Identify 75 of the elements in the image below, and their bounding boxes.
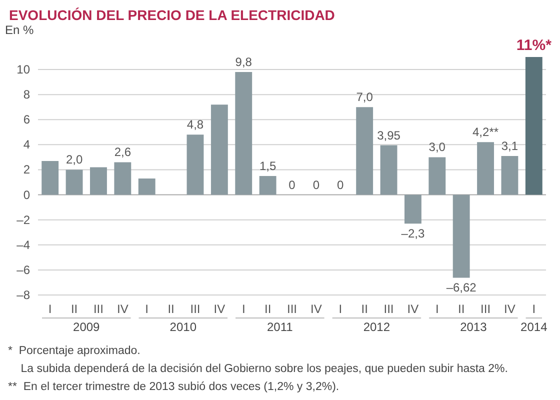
data-label: 3,1 [501,138,518,153]
y-tick-label: 10 [16,62,30,77]
text: 2011 [267,320,294,334]
text: La subida dependerá de la decisión del Gobierno sobre los peajes, que pueden subir hasta 2%. [8,363,508,375]
bar [428,157,446,195]
data-label: –2,3 [401,226,425,241]
x-tick-label: I [338,302,342,316]
data-label: 2,6 [114,145,132,160]
x-tick-label: I [145,302,149,316]
data-label: 0 [312,178,320,192]
x-tick-label: I [435,302,439,316]
y-tick-label: –4 [16,238,30,252]
x-tick-label: III [190,302,200,316]
data-label: –6,62 [446,280,477,295]
bar [356,107,374,195]
bar [380,145,398,195]
x-tick-label: I [532,302,536,316]
text: ** En el tercer trimestre de 2013 subió dos veces (1,2% y 3,2%). [8,381,340,393]
x-tick-label: II [168,302,174,316]
bar [452,194,470,278]
bar [138,178,156,195]
bar [235,72,252,195]
x-tick-label: IV [310,302,322,316]
x-tick-label: IV [504,302,516,316]
x-tick-label: IV [116,302,128,316]
y-tick-label: 2 [23,162,30,177]
text: 2013 [460,320,488,334]
chart-title: EVOLUCIÓN DEL PRECIO DE LA ELECTRICIDAD [9,7,335,23]
x-tick-label: III [286,302,298,316]
data-label: 3,0 [428,140,446,154]
text: 2009 [73,320,100,334]
y-tick-label: 6 [23,112,30,127]
text: 2014 [520,320,548,334]
x-tick-label: II [264,302,272,316]
x-tick-label: II [458,302,465,316]
data-label: 4,2** [472,125,499,140]
text: 2010 [170,320,197,334]
data-label: 0 [288,178,296,192]
x-tick-label: IV [214,302,226,316]
data-label: 1,5 [259,159,276,173]
bar [114,162,132,195]
bar [210,104,228,195]
x-tick-label: II [70,302,78,316]
x-tick-label: III [384,302,394,316]
data-label: 2,0 [66,152,83,167]
y-tick-label: 0 [23,188,30,202]
x-tick-label: I [48,302,52,316]
bar [66,170,83,195]
x-tick-label: II [361,302,368,316]
y-tick-label: 8 [23,88,30,102]
x-tick-label: III [480,302,491,316]
data-label: 11%* [516,37,552,54]
text: * Porcentaje aproximado. [8,345,140,357]
data-label: 3,95 [377,128,401,142]
x-tick-label: I [242,302,246,316]
y-tick-label: –6 [16,262,30,277]
bar [404,194,422,224]
bar [90,167,107,195]
bar [186,134,204,195]
bar [477,142,494,195]
text: 2012 [363,320,390,334]
data-label: 7,0 [356,90,374,104]
data-label: 0 [337,178,344,192]
y-tick-label: 4 [23,138,30,152]
y-tick-label: –8 [16,288,30,302]
bar [259,176,276,195]
x-tick-label: IV [407,302,419,316]
bar [42,160,59,195]
x-tick-label: III [93,302,104,316]
bar [501,156,518,195]
bar [525,57,542,195]
data-label: 9,8 [235,55,252,70]
y-tick-label: –2 [16,212,30,227]
data-label: 4,8 [186,118,204,132]
y-axis-title: En % [5,23,34,37]
